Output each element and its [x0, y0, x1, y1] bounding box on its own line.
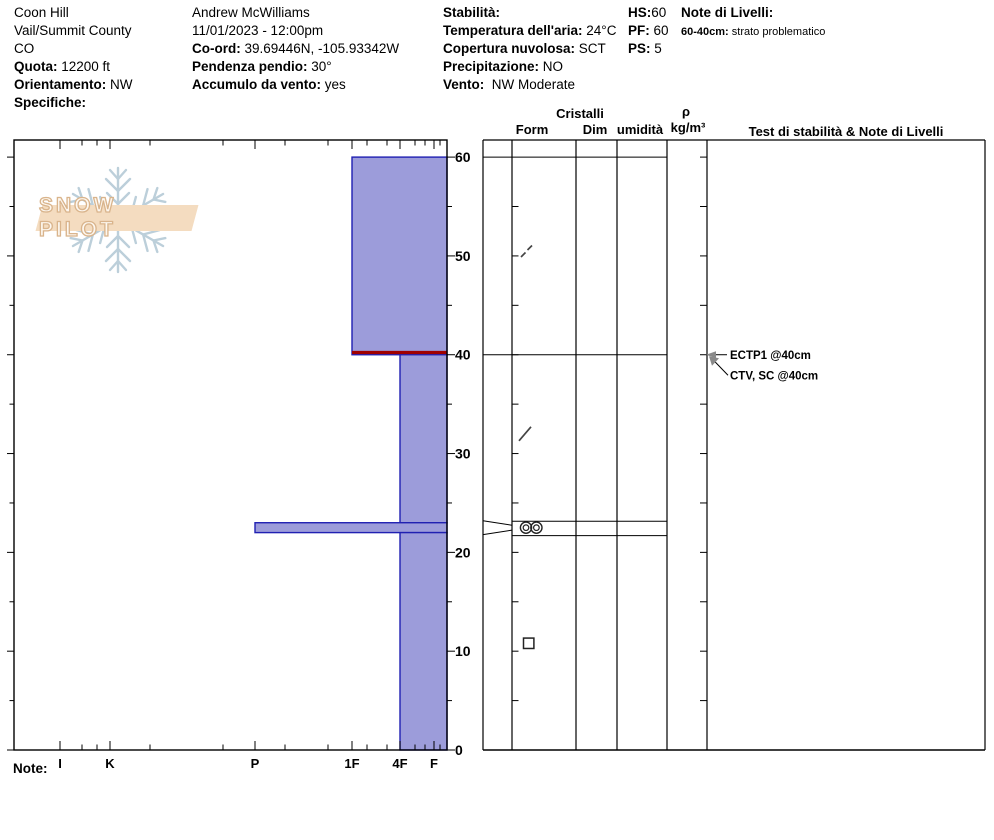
wind: Vento: NW Moderate [443, 77, 576, 92]
test-annotation: CTV, SC @40cm [730, 371, 818, 383]
layer-bar [399, 354, 448, 524]
grain-symbol-df [520, 251, 527, 258]
snowpilot-logo-text: SNOW PILOT [38, 193, 117, 241]
grain-symbol-mf [530, 521, 543, 534]
grain-symbol-df [518, 426, 532, 442]
col-header-density-unit: kg/m³ [670, 120, 706, 135]
site-region: Vail/Summit County [14, 23, 132, 38]
site-specifics: Specifiche: [14, 95, 87, 110]
layer-notes-title: Note di Livelli: [681, 5, 774, 20]
x-axis-label: 4F [392, 756, 407, 771]
precipitation: Precipitazione: NO [443, 59, 564, 74]
plot-border [13, 139, 448, 751]
test-annotation: ECTP1 @40cm [730, 350, 811, 362]
x-axis-label: P [251, 756, 260, 771]
observer-name: Andrew McWilliams [192, 5, 310, 20]
crystals-group-header: Cristalli [556, 106, 604, 121]
site-elevation: Quota: 12200 ft [14, 59, 111, 74]
y-axis-label: 0 [455, 742, 463, 758]
y-axis-label: 20 [455, 544, 471, 560]
y-axis-label: 60 [455, 149, 471, 165]
col-header-density-rho: ρ [681, 104, 691, 119]
x-axis-label: 1F [344, 756, 359, 771]
arrow-left-icon [706, 351, 716, 359]
stability: Stabilità: [443, 5, 501, 20]
hs-total-depth: HS:60 [628, 5, 667, 20]
x-axis-label: K [105, 756, 115, 771]
sky-cover: Copertura nuvolosa: SCT [443, 41, 606, 56]
y-axis-label: 40 [455, 347, 471, 363]
x-axis-label: I [58, 756, 62, 771]
thin-layer-wedge [482, 520, 513, 526]
grain-symbol-mf [519, 521, 533, 534]
thin-layer-wedge [482, 529, 513, 536]
arrow-up-left-icon [709, 356, 719, 366]
layer-bar [399, 531, 448, 751]
layer-bar [254, 522, 448, 534]
x-axis-label: F [430, 756, 438, 771]
col-header-form: Form [515, 122, 549, 137]
grain-symbol-mf [522, 524, 530, 532]
grain-symbol-fc [522, 637, 535, 650]
wind-loading: Accumulo da vento: yes [192, 77, 346, 92]
grain-symbol-mf [533, 524, 540, 532]
pf-pit-depth: PF: 60 [628, 23, 669, 38]
y-axis-label: 10 [455, 643, 471, 659]
y-axis-label: 30 [455, 446, 471, 462]
snowpilot-logo: SNOW PILOT [35, 193, 199, 242]
site-aspect: Orientamento: NW [14, 77, 133, 92]
pit-datetime: 11/01/2023 - 12:00pm [192, 23, 324, 38]
col-header-tests: Test di stabilità & Note di Livelli [748, 124, 944, 139]
site-name: Coon Hill [14, 5, 69, 20]
grain-symbol-df [526, 244, 533, 251]
snowflake-arm [104, 166, 132, 222]
note-label: Note: [13, 761, 48, 776]
col-header-humidity: umidità [616, 122, 664, 137]
pit-coords: Co-ord: 39.69446N, -105.93342W [192, 41, 400, 56]
test-leader [713, 360, 729, 376]
y-axis-label: 50 [455, 248, 471, 264]
site-state: CO [14, 41, 35, 56]
slope-angle: Pendenza pendio: 30° [192, 59, 332, 74]
air-temp: Temperatura dell'aria: 24°C [443, 23, 617, 38]
layer-bar [351, 156, 448, 356]
ps-value: PS: 5 [628, 41, 662, 56]
snowflake-arm [104, 218, 132, 274]
col-header-dim: Dim [582, 122, 608, 137]
layer-note-entry: 60-40cm: strato problematico [681, 26, 826, 38]
